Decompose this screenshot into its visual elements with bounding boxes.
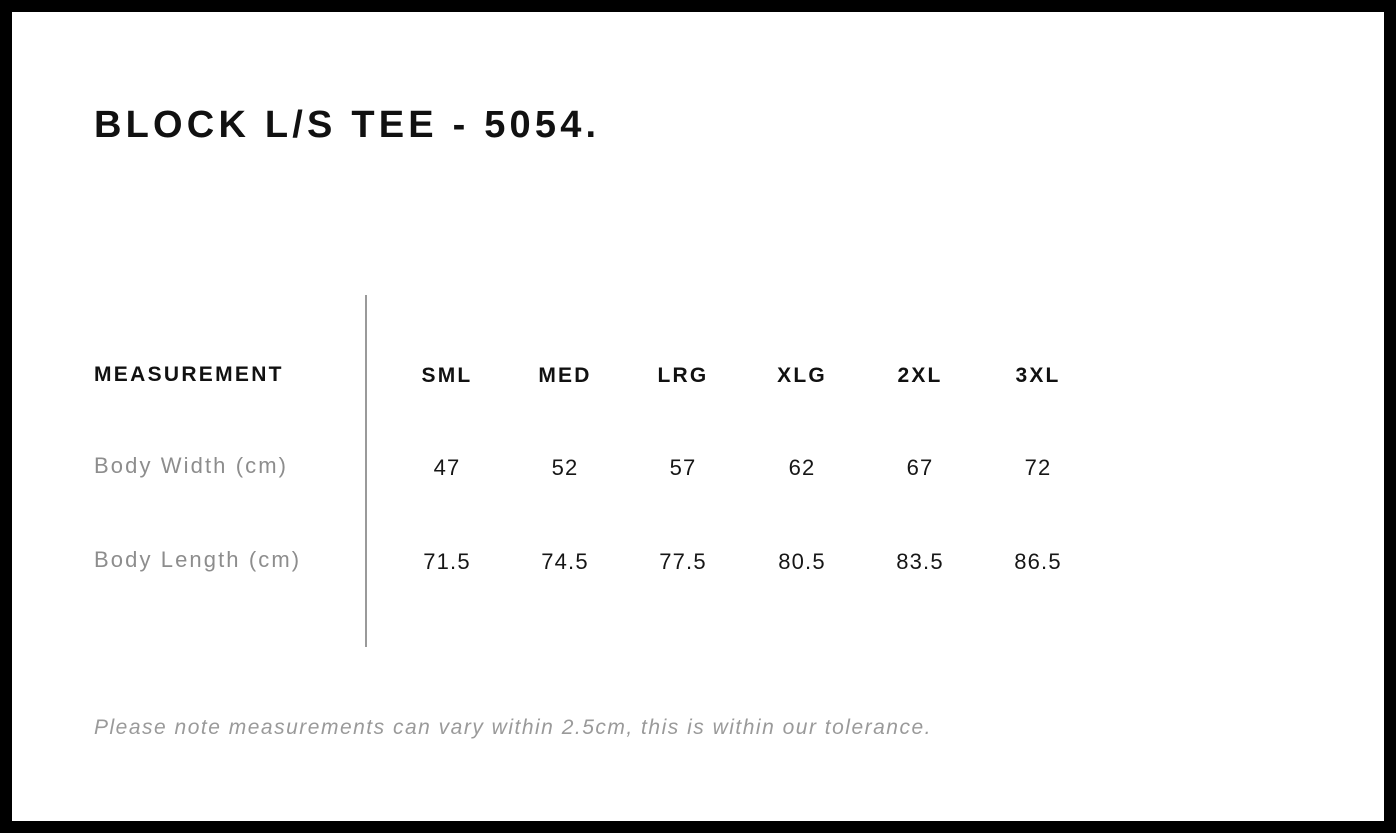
cell-body-width-2xl: 67 xyxy=(906,455,934,480)
page-title: BLOCK L/S TEE - 5054. xyxy=(94,104,601,146)
cell-body-length-3xl: 86.5 xyxy=(1014,549,1062,574)
cell-body-width-lrg: 57 xyxy=(669,455,697,480)
cell-body-length-sml: 71.5 xyxy=(423,549,471,574)
column-header-med: MED xyxy=(538,364,592,387)
cell-body-length-2xl: 83.5 xyxy=(896,549,944,574)
row-label-body-length: Body Length (cm) xyxy=(94,547,302,572)
column-header-lrg: LRG xyxy=(657,364,709,387)
column-header-2xl: 2XL xyxy=(897,364,943,387)
cell-body-width-xlg: 62 xyxy=(788,455,816,480)
cell-body-width-med: 52 xyxy=(551,455,579,480)
column-divider xyxy=(365,295,367,647)
column-header-sml: SML xyxy=(421,364,473,387)
row-label-body-width: Body Width (cm) xyxy=(94,453,289,478)
cell-body-length-med: 74.5 xyxy=(541,549,589,574)
cell-body-width-3xl: 72 xyxy=(1024,455,1052,480)
column-header-xlg: XLG xyxy=(777,364,827,387)
column-header-measurement: MEASUREMENT xyxy=(94,363,284,386)
cell-body-length-xlg: 80.5 xyxy=(778,549,826,574)
size-chart-sheet: BLOCK L/S TEE - 5054. MEASUREMENT SML ME… xyxy=(12,12,1384,821)
cell-body-length-lrg: 77.5 xyxy=(659,549,707,574)
column-header-3xl: 3XL xyxy=(1015,364,1061,387)
cell-body-width-sml: 47 xyxy=(433,455,461,480)
tolerance-note: Please note measurements can vary within… xyxy=(94,716,933,739)
